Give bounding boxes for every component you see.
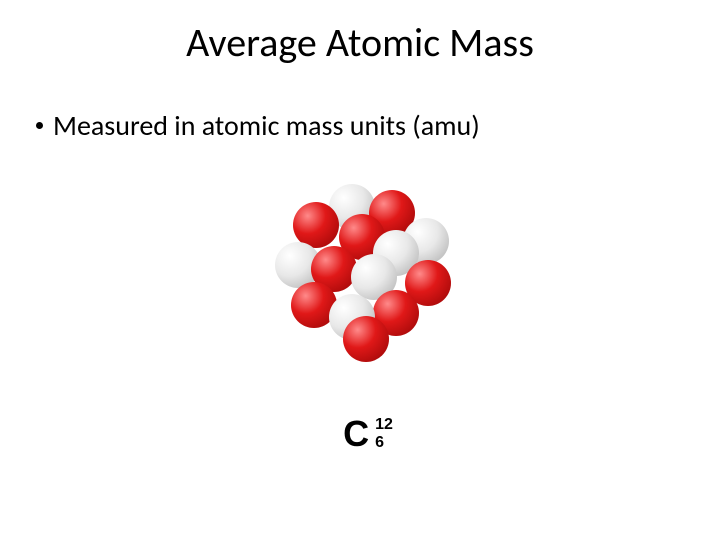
mass-number: 12 [375, 417, 393, 433]
nucleus-cluster [273, 182, 463, 362]
bullet-text: Measured in atomic mass units (amu) [53, 108, 480, 143]
nucleus-figure: C 12 6 [258, 182, 478, 452]
isotope-numbers: 12 6 [375, 417, 393, 451]
proton-sphere [343, 316, 389, 362]
bullet-item: Measured in atomic mass units (amu) [36, 108, 480, 143]
atomic-number: 6 [375, 435, 393, 451]
element-symbol: C [343, 416, 369, 452]
bullet-dot-icon [36, 122, 43, 129]
slide-title: Average Atomic Mass [0, 18, 720, 67]
isotope-label: C 12 6 [258, 416, 478, 452]
